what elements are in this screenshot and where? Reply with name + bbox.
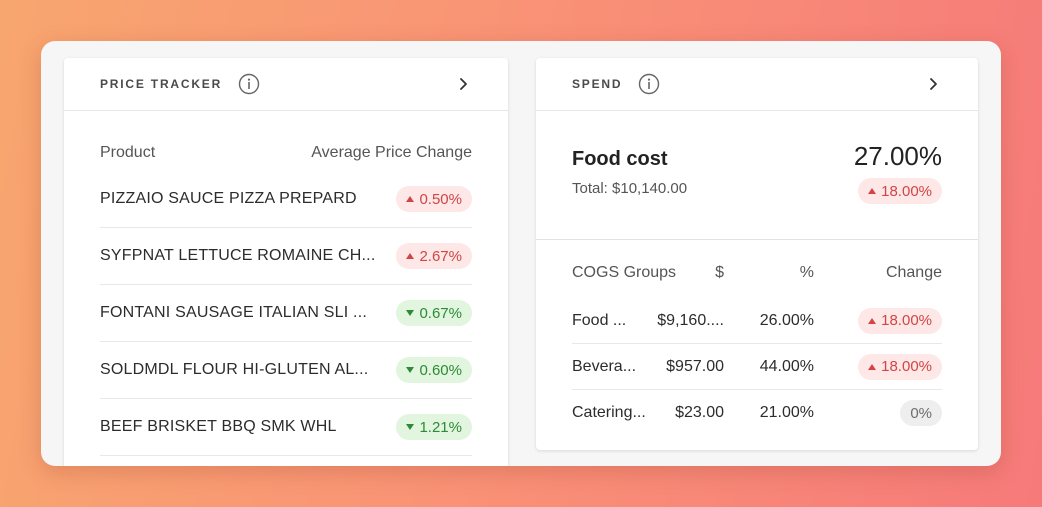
arrow-up-icon [406,253,415,259]
cogs-group-name: Food ... [572,311,627,329]
price-change-badge: 1.21% [396,414,472,440]
cogs-group-change-cell: 18.00% [814,307,942,334]
price-change-badge: 0.67% [396,300,472,326]
cogs-row[interactable]: Food ... $9,160.... 26.00% 18.00% [572,298,942,344]
spend-card: SPEND Food cost Total: $10,140.00 27.00%… [536,58,978,450]
price-row[interactable]: FONTANI SAUSAGE ITALIAN SLI ... 0.67% [100,285,472,342]
arrow-down-icon [406,367,415,373]
info-icon[interactable] [638,73,660,95]
price-change-badge: 0.60% [396,357,472,383]
column-header-cogs-groups: COGS Groups [572,264,677,281]
cogs-change-value: 18.00% [881,358,932,375]
price-tracker-header: PRICE TRACKER [64,58,508,111]
cogs-group-name: Bevera... [572,357,637,375]
price-tracker-column-headers: Product Average Price Change [100,144,472,162]
cogs-group-percent: 26.00% [759,311,814,329]
price-change-value: 0.50% [419,190,462,208]
cogs-group-name: Catering... [572,404,646,421]
arrow-up-icon [868,188,877,194]
cogs-group-dollars: $957.00 [666,357,724,375]
arrow-up-icon [868,363,877,370]
price-change-value: 2.67% [419,247,462,265]
price-row[interactable]: BEEF BRISKET BBQ SMK WHL 1.21% [100,399,472,456]
chevron-right-icon[interactable] [458,75,470,98]
column-header-percent: % [799,264,814,281]
food-cost-change-value: 18.00% [881,182,932,200]
price-row[interactable]: SOLDMDL FLOUR HI-GLUTEN AL... 0.60% [100,342,472,399]
price-change-badge: 2.67% [396,243,472,269]
cogs-change-value: 0% [910,404,932,422]
column-header-product: Product [100,144,156,161]
food-cost-percent: 27.00% [853,141,942,171]
product-name: SYFPNAT LETTUCE ROMAINE CH... [100,247,376,264]
cogs-row[interactable]: Bevera... $957.00 44.00% 18.00% [572,344,942,390]
chevron-right-icon[interactable] [928,75,940,98]
cogs-change-badge: 18.00% [858,307,942,334]
cogs-group-dollars: $9,160.... [657,311,724,329]
cogs-group-dollars: $23.00 [675,404,724,421]
food-cost-summary: Food cost Total: $10,140.00 27.00% 18.00… [536,112,978,240]
column-header-change-label: Change [885,264,942,281]
column-header-dollars: $ [715,264,724,281]
product-name: FONTANI SAUSAGE ITALIAN SLI ... [100,304,367,321]
cogs-row[interactable]: Catering... $23.00 21.00% 0% [572,390,942,436]
cogs-group-change-cell: 18.00% [814,353,942,380]
price-change-value: 0.60% [419,361,462,379]
product-name: PIZZAIO SAUCE PIZZA PREPARD [100,190,357,207]
food-cost-total: Total: $10,140.00 [572,180,688,197]
arrow-up-icon [406,196,415,202]
price-change-badge: 0.50% [396,186,472,212]
arrow-down-icon [406,310,415,316]
column-header-change: Change [814,264,942,282]
price-row[interactable]: SYFPNAT LETTUCE ROMAINE CH... 2.67% [100,228,472,285]
food-cost-change-badge: 18.00% [858,178,942,204]
price-change-value: 1.21% [419,418,462,436]
cogs-change-value: 18.00% [881,312,932,329]
cogs-change-badge: 0% [900,400,942,426]
cogs-group-percent: 44.00% [759,357,814,375]
cogs-change-badge: 18.00% [858,353,942,380]
price-row[interactable]: PIZZAIO SAUCE PIZZA PREPARD 0.50% [100,171,472,228]
product-name: SOLDMDL FLOUR HI-GLUTEN AL... [100,361,369,378]
arrow-up-icon [868,317,877,324]
info-icon[interactable] [238,73,260,95]
cogs-group-percent: 21.00% [759,404,814,421]
cogs-column-headers: COGS Groups $ % Change [572,264,942,282]
food-cost-label: Food cost [572,148,668,170]
spend-title: SPEND [572,77,623,91]
price-tracker-card: PRICE TRACKER Product Average Price Chan… [64,58,508,466]
arrow-down-icon [406,424,415,430]
spend-header: SPEND [536,58,978,111]
cogs-group-change-cell: 0% [814,400,942,426]
price-change-value: 0.67% [419,304,462,322]
product-name: BEEF BRISKET BBQ SMK WHL [100,418,337,435]
dashboard-frame: PRICE TRACKER Product Average Price Chan… [41,41,1001,466]
price-tracker-title: PRICE TRACKER [100,77,223,91]
column-header-average-price-change: Average Price Change [311,144,472,161]
